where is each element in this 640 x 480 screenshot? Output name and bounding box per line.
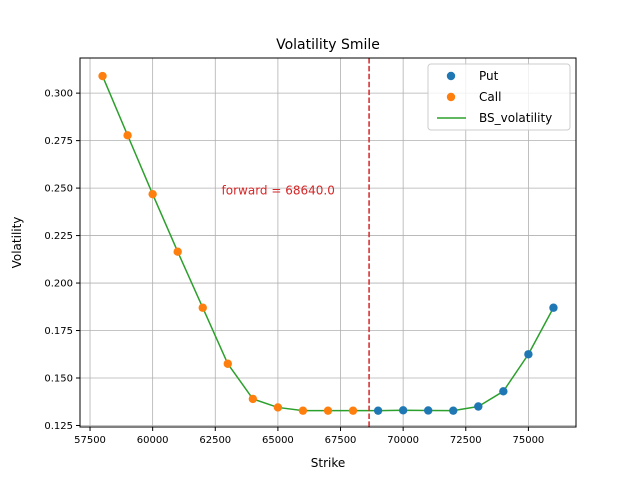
call-point — [98, 71, 107, 81]
call-point — [148, 189, 157, 199]
legend-box — [427, 63, 571, 131]
put-point — [524, 350, 533, 359]
call-point — [273, 403, 283, 412]
x-tick-label: 62500 — [199, 435, 231, 446]
y-tick-label: 0.175 — [44, 326, 73, 337]
put-point — [373, 406, 383, 415]
annotations: forward = 68640.0 — [222, 58, 370, 427]
x-tick-label: 67500 — [325, 435, 357, 446]
x-tick-label: 70000 — [387, 435, 419, 446]
y-axis-label: Volatility — [10, 217, 24, 269]
put-point — [449, 406, 458, 415]
put-point — [398, 406, 408, 415]
x-axis-ticks: 57500 60000 62500 65000 67500 70000 72500 75000 — [74, 427, 544, 446]
y-tick-label: 0.300 — [44, 89, 73, 100]
legend-put-label: Put — [479, 69, 499, 83]
x-tick-label: 57500 — [74, 435, 106, 446]
call-point — [248, 394, 258, 404]
y-tick-label: 0.250 — [44, 184, 73, 195]
x-axis-label: Strike — [311, 456, 346, 470]
y-tick-label: 0.225 — [44, 231, 73, 242]
put-point — [549, 303, 558, 312]
legend-bs-volatility-label: BS_volatility — [479, 111, 552, 125]
y-tick-label: 0.275 — [44, 136, 73, 147]
x-tick-label: 72500 — [450, 435, 482, 446]
y-axis-ticks: 0.125 0.150 0.175 0.200 0.225 0.250 0.275 0.300 — [44, 89, 80, 432]
call-point — [323, 406, 333, 415]
x-tick-label: 75000 — [512, 435, 544, 446]
axes-frame — [79, 57, 577, 428]
call-point — [348, 406, 358, 415]
legend-call-marker — [446, 92, 456, 102]
put-point — [499, 387, 508, 396]
put-point — [424, 406, 433, 415]
call-point — [173, 247, 182, 256]
y-tick-label: 0.200 — [44, 279, 73, 290]
call-point — [198, 303, 207, 312]
forward-label: forward = 68640.0 — [222, 183, 335, 197]
y-tick-label: 0.150 — [44, 374, 73, 385]
call-point — [298, 406, 308, 415]
call-point — [223, 359, 232, 368]
plot-series — [98, 71, 558, 415]
x-tick-label: 65000 — [262, 435, 294, 446]
y-tick-label: 0.125 — [44, 421, 73, 432]
legend-call-label: Call — [479, 90, 501, 104]
put-point — [474, 402, 483, 411]
x-tick-label: 60000 — [137, 435, 169, 446]
legend: Put Call BS_volatility — [427, 63, 571, 131]
chart-title: Volatility Smile — [276, 37, 380, 53]
call-point — [123, 131, 132, 140]
legend-put-marker — [446, 71, 456, 81]
